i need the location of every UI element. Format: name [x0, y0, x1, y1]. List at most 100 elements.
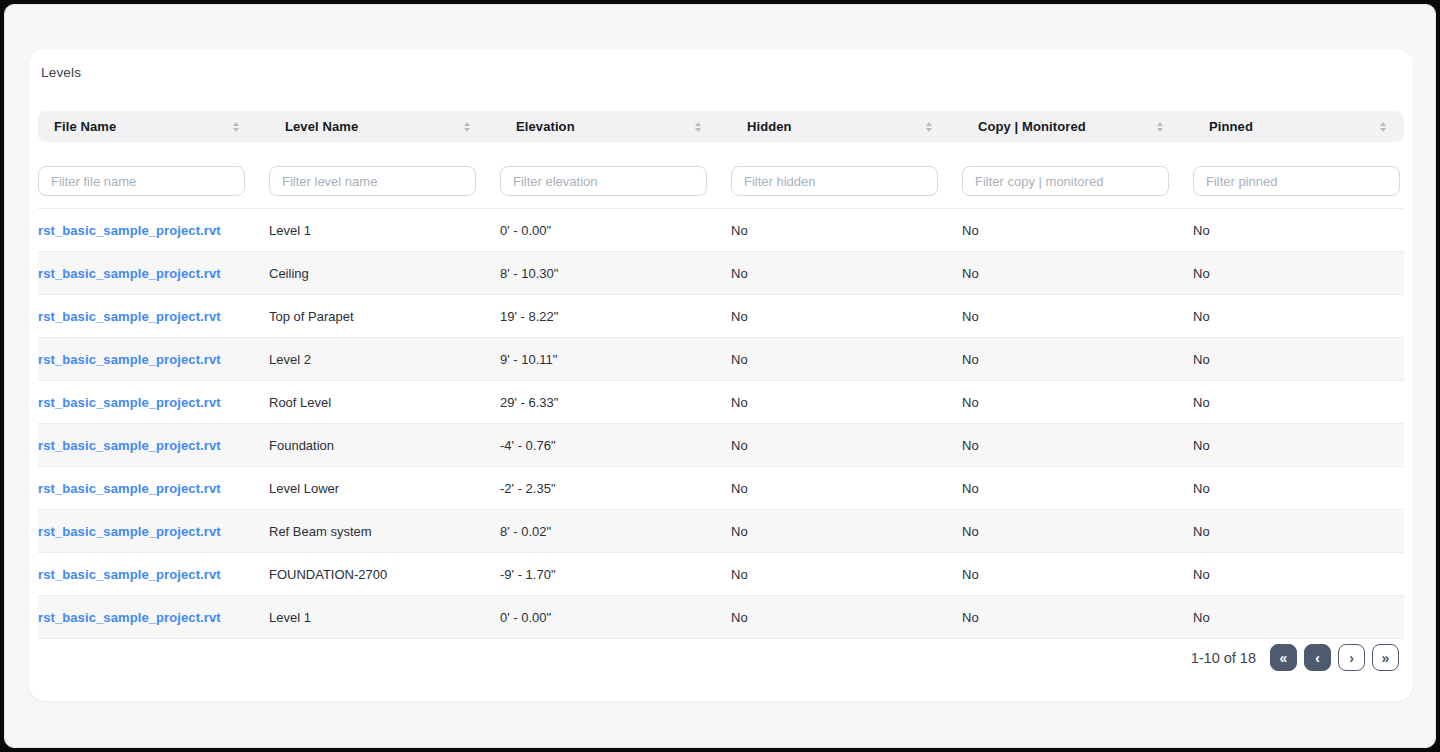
copy-monitored-cell: No — [962, 567, 1193, 582]
hidden-cell: No — [731, 223, 962, 238]
elevation-cell: -2' - 2.35" — [500, 481, 731, 496]
column-header-copy-monitored[interactable]: Copy | Monitored — [962, 119, 1193, 134]
copy-monitored-cell: No — [962, 438, 1193, 453]
table-row: rst_basic_sample_project.rvt Ceiling 8' … — [38, 251, 1404, 294]
pinned-cell: No — [1193, 352, 1404, 367]
column-header-level-name[interactable]: Level Name — [269, 119, 500, 134]
file-name-link[interactable]: rst_basic_sample_project.rvt — [38, 567, 269, 582]
level-name-cell: Ceiling — [269, 266, 500, 281]
table-row: rst_basic_sample_project.rvt Foundation … — [38, 423, 1404, 466]
file-name-link[interactable]: rst_basic_sample_project.rvt — [38, 524, 269, 539]
filter-hidden-input[interactable] — [731, 166, 938, 196]
level-name-cell: Top of Parapet — [269, 309, 500, 324]
filter-elevation-input[interactable] — [500, 166, 707, 196]
sort-icon[interactable] — [1380, 122, 1386, 132]
pinned-cell: No — [1193, 395, 1404, 410]
copy-monitored-cell: No — [962, 223, 1193, 238]
column-header-label: File Name — [54, 119, 116, 134]
hidden-cell: No — [731, 395, 962, 410]
pinned-cell: No — [1193, 567, 1404, 582]
column-header-elevation[interactable]: Elevation — [500, 119, 731, 134]
pinned-cell: No — [1193, 610, 1404, 625]
file-name-link[interactable]: rst_basic_sample_project.rvt — [38, 352, 269, 367]
sort-icon[interactable] — [233, 122, 239, 132]
elevation-cell: 8' - 10.30" — [500, 266, 731, 281]
levels-card: Levels File Name Level Name Elevation Hi… — [29, 49, 1413, 701]
elevation-cell: 19' - 8.22" — [500, 309, 731, 324]
filter-pinned-input[interactable] — [1193, 166, 1400, 196]
elevation-cell: 0' - 0.00" — [500, 223, 731, 238]
elevation-cell: 0' - 0.00" — [500, 610, 731, 625]
chevron-right-icon: › — [1349, 651, 1354, 665]
hidden-cell: No — [731, 266, 962, 281]
elevation-cell: 29' - 6.33" — [500, 395, 731, 410]
hidden-cell: No — [731, 352, 962, 367]
column-header-label: Hidden — [747, 119, 792, 134]
pagination: 1-10 of 18 « ‹ › » — [38, 644, 1404, 671]
file-name-link[interactable]: rst_basic_sample_project.rvt — [38, 223, 269, 238]
level-name-cell: Level 2 — [269, 352, 500, 367]
table-row: rst_basic_sample_project.rvt Ref Beam sy… — [38, 509, 1404, 552]
table-row: rst_basic_sample_project.rvt Level 1 0' … — [38, 208, 1404, 251]
filter-file-name-input[interactable] — [38, 166, 245, 196]
copy-monitored-cell: No — [962, 524, 1193, 539]
column-header-pinned[interactable]: Pinned — [1193, 119, 1404, 134]
copy-monitored-cell: No — [962, 309, 1193, 324]
sort-icon[interactable] — [926, 122, 932, 132]
filter-copy-monitored-input[interactable] — [962, 166, 1169, 196]
pinned-cell: No — [1193, 438, 1404, 453]
last-page-button[interactable]: » — [1372, 644, 1399, 671]
copy-monitored-cell: No — [962, 481, 1193, 496]
column-header-file-name[interactable]: File Name — [38, 119, 269, 134]
table-row: rst_basic_sample_project.rvt Level 2 9' … — [38, 337, 1404, 380]
column-header-label: Level Name — [285, 119, 358, 134]
pinned-cell: No — [1193, 309, 1404, 324]
filter-level-name-input[interactable] — [269, 166, 476, 196]
level-name-cell: Level 1 — [269, 223, 500, 238]
file-name-link[interactable]: rst_basic_sample_project.rvt — [38, 266, 269, 281]
previous-page-button[interactable]: ‹ — [1304, 644, 1331, 671]
table-row: rst_basic_sample_project.rvt Level Lower… — [38, 466, 1404, 509]
copy-monitored-cell: No — [962, 352, 1193, 367]
file-name-link[interactable]: rst_basic_sample_project.rvt — [38, 309, 269, 324]
chevron-left-icon: ‹ — [1315, 651, 1320, 665]
elevation-cell: -4' - 0.76" — [500, 438, 731, 453]
sort-icon[interactable] — [1157, 122, 1163, 132]
hidden-cell: No — [731, 438, 962, 453]
column-header-label: Pinned — [1209, 119, 1253, 134]
column-header-label: Elevation — [516, 119, 575, 134]
pinned-cell: No — [1193, 223, 1404, 238]
first-page-button[interactable]: « — [1270, 644, 1297, 671]
pinned-cell: No — [1193, 266, 1404, 281]
elevation-cell: 9' - 10.11" — [500, 352, 731, 367]
page-title: Levels — [41, 64, 1404, 82]
level-name-cell: Foundation — [269, 438, 500, 453]
file-name-link[interactable]: rst_basic_sample_project.rvt — [38, 610, 269, 625]
column-header-label: Copy | Monitored — [978, 119, 1086, 134]
elevation-cell: -9' - 1.70" — [500, 567, 731, 582]
file-name-link[interactable]: rst_basic_sample_project.rvt — [38, 395, 269, 410]
level-name-cell: FOUNDATION-2700 — [269, 567, 500, 582]
hidden-cell: No — [731, 610, 962, 625]
table-row: rst_basic_sample_project.rvt FOUNDATION-… — [38, 552, 1404, 595]
double-chevron-left-icon: « — [1280, 651, 1288, 665]
column-header-hidden[interactable]: Hidden — [731, 119, 962, 134]
table-row: rst_basic_sample_project.rvt Top of Para… — [38, 294, 1404, 337]
sort-icon[interactable] — [695, 122, 701, 132]
file-name-link[interactable]: rst_basic_sample_project.rvt — [38, 438, 269, 453]
next-page-button[interactable]: › — [1338, 644, 1365, 671]
level-name-cell: Level 1 — [269, 610, 500, 625]
copy-monitored-cell: No — [962, 610, 1193, 625]
pagination-range-label: 1-10 of 18 — [1191, 650, 1256, 666]
level-name-cell: Roof Level — [269, 395, 500, 410]
elevation-cell: 8' - 0.02" — [500, 524, 731, 539]
copy-monitored-cell: No — [962, 266, 1193, 281]
file-name-link[interactable]: rst_basic_sample_project.rvt — [38, 481, 269, 496]
hidden-cell: No — [731, 309, 962, 324]
table-header-row: File Name Level Name Elevation Hidden Co… — [38, 111, 1404, 142]
level-name-cell: Level Lower — [269, 481, 500, 496]
pinned-cell: No — [1193, 524, 1404, 539]
sort-icon[interactable] — [464, 122, 470, 132]
table-row: rst_basic_sample_project.rvt Level 1 0' … — [38, 595, 1404, 638]
copy-monitored-cell: No — [962, 395, 1193, 410]
